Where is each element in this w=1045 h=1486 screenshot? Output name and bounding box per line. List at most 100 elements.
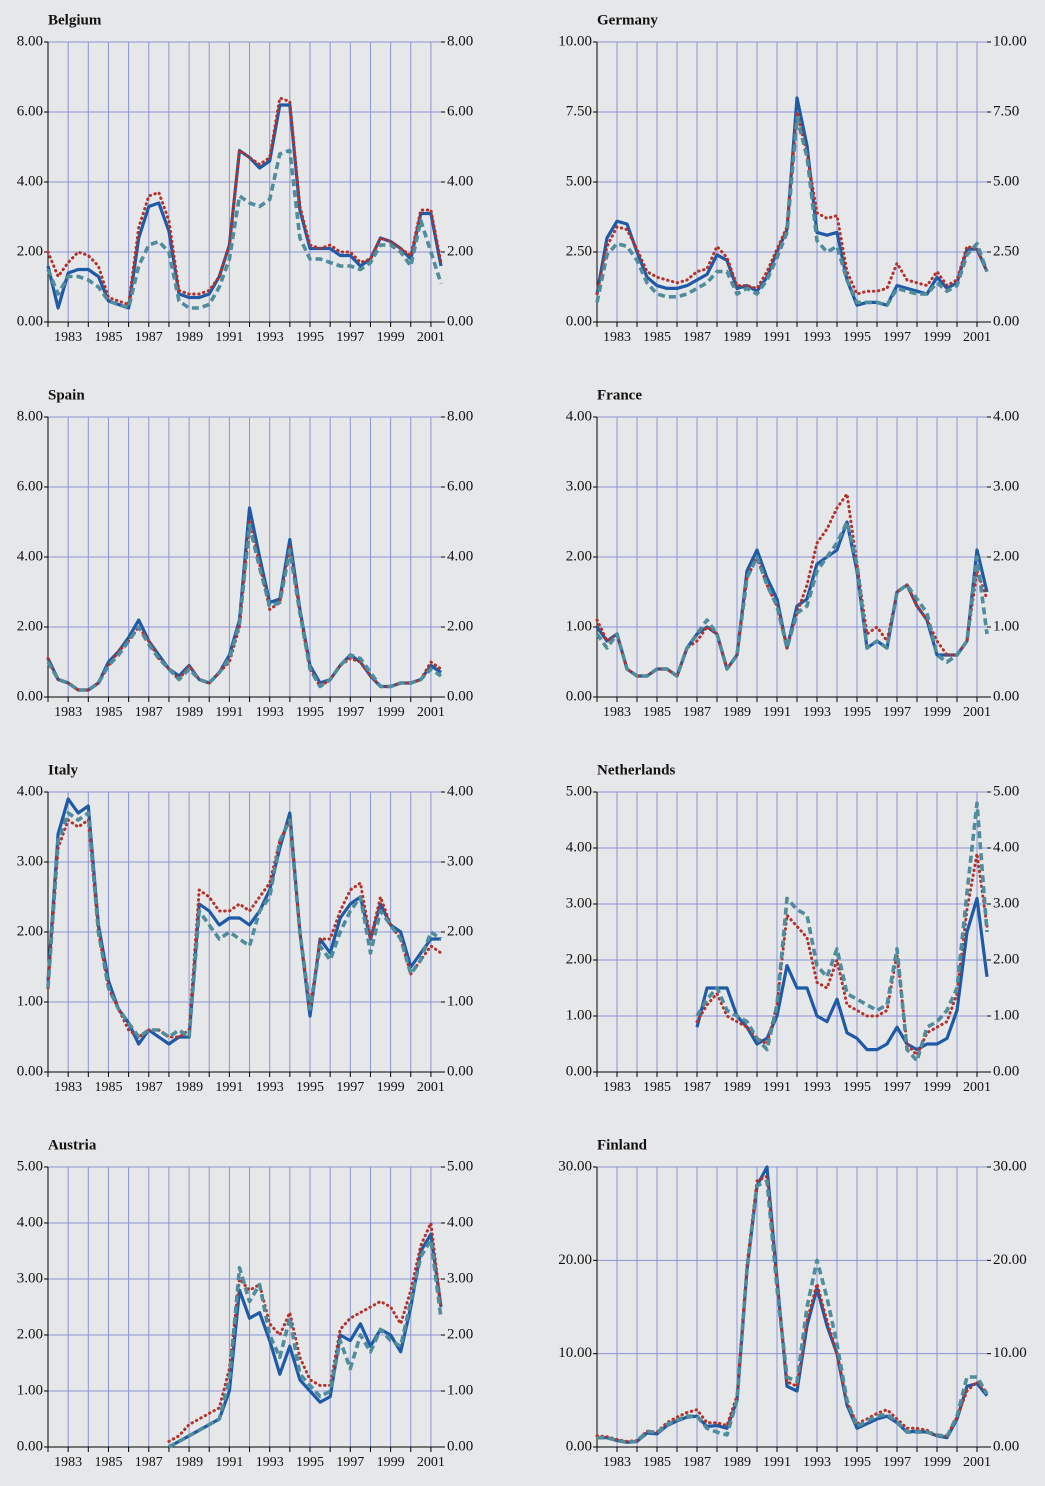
- y-tick-label: 4.00: [17, 783, 43, 799]
- x-tick-label: 1993: [803, 330, 831, 345]
- x-tick-label: 1983: [54, 1455, 82, 1470]
- y-tick-label: 2.00: [17, 923, 43, 939]
- x-tick-label: 1995: [843, 1455, 871, 1470]
- y2-tick-label: 6.00: [447, 478, 473, 494]
- series-line: [695, 852, 989, 1057]
- x-tick-label: 1999: [377, 1080, 405, 1095]
- x-tick-label: 1989: [723, 1455, 751, 1470]
- y2-tick-label: 30.00: [993, 1158, 1027, 1174]
- series-line: [46, 811, 443, 1039]
- series-line: [597, 1179, 989, 1445]
- y2-tick-label: 7.50: [993, 103, 1019, 119]
- chart-title: Germany: [597, 12, 658, 28]
- y2-tick-label: 1.00: [447, 993, 473, 1009]
- chart-title: Netherlands: [597, 762, 675, 778]
- y2-tick-label: 2.00: [993, 548, 1019, 564]
- x-tick-label: 1985: [94, 705, 122, 720]
- series-line: [168, 1238, 443, 1449]
- y-tick-label: 0.00: [566, 313, 592, 329]
- chart-panel: Netherlands 0.00 0.00 1.00 1.00 2.00 2.00 3.00 3…: [566, 762, 1020, 1095]
- x-tick-label: 1983: [603, 1080, 631, 1095]
- x-tick-label: 1995: [843, 1080, 871, 1095]
- y-tick-label: 1.00: [566, 618, 592, 634]
- y2-tick-label: 0.00: [447, 1438, 473, 1454]
- x-tick-label: 2001: [963, 1455, 991, 1470]
- x-tick-label: 1999: [377, 1455, 405, 1470]
- x-tick-label: 1993: [256, 705, 284, 720]
- y2-tick-label: 4.00: [447, 548, 473, 564]
- chart-panel: Finland 0.00 0.00 10.00 10.00 20.00 20.00 30.00…: [558, 1137, 1027, 1470]
- x-tick-label: 1995: [296, 330, 324, 345]
- series-line: [46, 148, 443, 310]
- chart-title: Austria: [48, 1137, 97, 1153]
- series-line: [167, 1221, 443, 1443]
- y2-tick-label: 10.00: [993, 33, 1027, 49]
- x-tick-label: 1987: [683, 330, 711, 345]
- x-tick-label: 1997: [883, 1455, 911, 1470]
- x-tick-label: 2001: [417, 330, 445, 345]
- x-tick-label: 1997: [336, 1455, 364, 1470]
- y2-tick-label: 8.00: [447, 33, 473, 49]
- y-tick-label: 4.00: [17, 173, 43, 189]
- y2-tick-label: 3.00: [993, 895, 1019, 911]
- x-tick-label: 2001: [417, 1080, 445, 1095]
- y2-tick-label: 2.50: [993, 243, 1019, 259]
- x-tick-label: 1983: [603, 330, 631, 345]
- x-tick-label: 1991: [763, 1080, 791, 1095]
- y2-tick-label: 4.00: [447, 783, 473, 799]
- x-tick-label: 1993: [803, 1455, 831, 1470]
- x-tick-label: 1995: [296, 1455, 324, 1470]
- y-tick-label: 7.50: [566, 103, 592, 119]
- y-tick-label: 4.00: [566, 408, 592, 424]
- chart-title: Italy: [48, 762, 79, 778]
- x-tick-label: 1983: [54, 330, 82, 345]
- y-tick-label: 2.00: [566, 548, 592, 564]
- x-tick-label: 1985: [643, 705, 671, 720]
- y2-tick-label: 4.00: [447, 173, 473, 189]
- x-tick-label: 1987: [683, 1080, 711, 1095]
- x-tick-label: 1999: [377, 705, 405, 720]
- y-tick-label: 5.00: [566, 783, 592, 799]
- x-tick-label: 1991: [215, 705, 243, 720]
- y-tick-label: 3.00: [17, 1270, 43, 1286]
- x-tick-label: 1983: [54, 1080, 82, 1095]
- y-tick-label: 3.00: [17, 853, 43, 869]
- y2-tick-label: 0.00: [447, 688, 473, 704]
- y-tick-label: 30.00: [558, 1158, 592, 1174]
- y-tick-label: 0.00: [566, 1438, 592, 1454]
- y2-tick-label: 3.00: [447, 1270, 473, 1286]
- y-tick-label: 2.00: [17, 1326, 43, 1342]
- y-tick-label: 2.00: [566, 951, 592, 967]
- y2-tick-label: 0.00: [993, 1438, 1019, 1454]
- chart-panel: Italy 0.00 0.00 1.00 1.00 2.00 2.00 3.00 3.00 4.0…: [17, 762, 474, 1095]
- y2-tick-label: 5.00: [993, 173, 1019, 189]
- y2-tick-label: 2.00: [447, 243, 473, 259]
- x-tick-label: 1989: [723, 705, 751, 720]
- x-tick-label: 1985: [643, 1080, 671, 1095]
- x-tick-label: 1993: [256, 1455, 284, 1470]
- y2-tick-label: 0.00: [447, 1063, 473, 1079]
- x-tick-label: 1993: [803, 705, 831, 720]
- y2-tick-label: 2.00: [447, 1326, 473, 1342]
- x-tick-label: 1983: [54, 705, 82, 720]
- series-line: [595, 520, 989, 678]
- x-tick-label: 1991: [763, 330, 791, 345]
- x-tick-label: 2001: [963, 705, 991, 720]
- x-tick-label: 1983: [603, 705, 631, 720]
- y-tick-label: 0.00: [566, 1063, 592, 1079]
- y2-tick-label: 4.00: [993, 408, 1019, 424]
- x-tick-label: 1987: [135, 705, 163, 720]
- x-tick-label: 1997: [336, 1080, 364, 1095]
- y-tick-label: 10.00: [558, 33, 592, 49]
- x-tick-label: 1983: [603, 1455, 631, 1470]
- chart-title: France: [597, 387, 642, 403]
- x-tick-label: 1987: [135, 330, 163, 345]
- y2-tick-label: 20.00: [993, 1252, 1027, 1268]
- y-tick-label: 20.00: [558, 1252, 592, 1268]
- y2-tick-label: 2.00: [447, 923, 473, 939]
- x-tick-label: 1989: [723, 330, 751, 345]
- y2-tick-label: 5.00: [993, 783, 1019, 799]
- x-tick-label: 1991: [215, 1455, 243, 1470]
- y-tick-label: 0.00: [17, 688, 43, 704]
- x-tick-label: 1987: [135, 1080, 163, 1095]
